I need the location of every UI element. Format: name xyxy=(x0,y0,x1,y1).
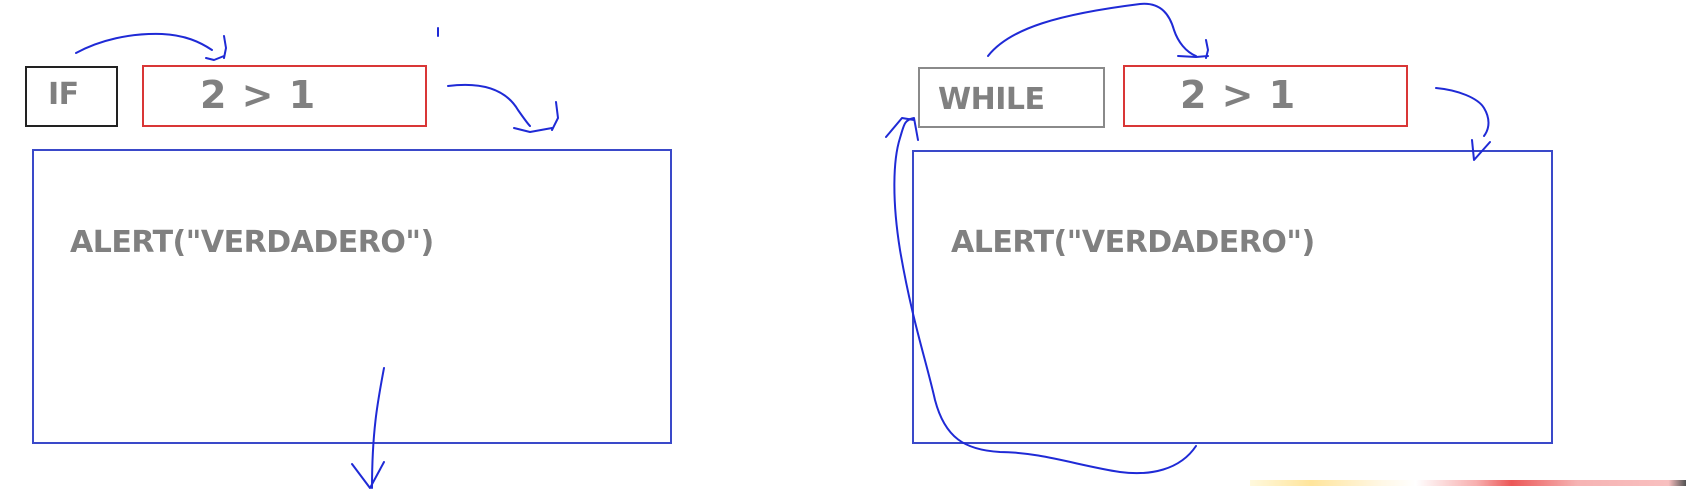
if-body-statement: ALERT("VERDADERO") xyxy=(70,225,434,260)
while-keyword-box xyxy=(918,67,1105,128)
while-body-box xyxy=(912,150,1553,444)
color-strip xyxy=(1250,480,1686,486)
while-keyword: WHILE xyxy=(938,82,1045,117)
if-condition: 2 > 1 xyxy=(200,73,317,117)
while-condition: 2 > 1 xyxy=(1180,73,1297,117)
if-arrow-exit xyxy=(351,367,385,489)
while-arrow-condition-to-body xyxy=(1435,87,1491,161)
while-body-statement: ALERT("VERDADERO") xyxy=(951,225,1315,260)
while-arrow-loop-back xyxy=(885,117,1197,475)
while-arrow-keyword-to-condition xyxy=(987,2,1209,59)
if-arrow-condition-to-body xyxy=(447,83,559,133)
if-body-box xyxy=(32,149,672,444)
if-keyword-box xyxy=(25,66,118,127)
while-condition-box xyxy=(1123,65,1408,127)
if-arrow-keyword-to-condition xyxy=(75,32,227,61)
if-keyword: IF xyxy=(48,77,79,112)
if-condition-box xyxy=(142,65,427,127)
